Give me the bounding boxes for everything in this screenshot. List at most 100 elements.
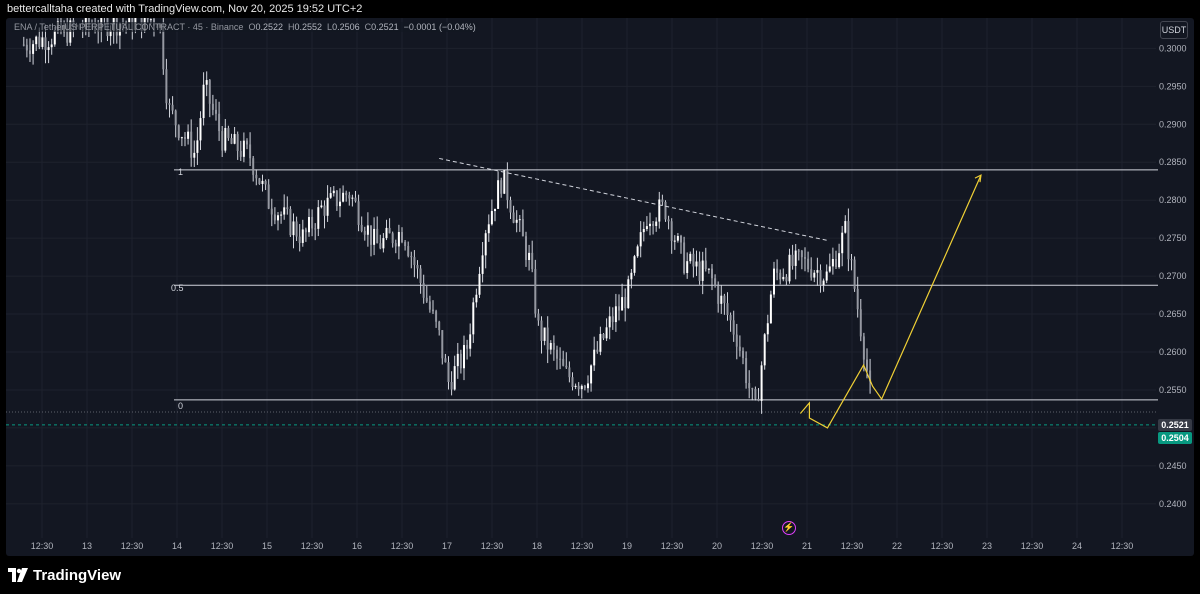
candle-body <box>828 266 831 272</box>
candle-body <box>865 359 868 371</box>
y-tick-label: 0.2950 <box>1159 81 1187 91</box>
candle-body <box>763 334 766 366</box>
candle-body <box>385 227 388 239</box>
y-tick-label: 0.2850 <box>1159 157 1187 167</box>
candle-body <box>772 268 775 295</box>
x-tick-label: 24 <box>1072 541 1082 551</box>
tradingview-logo[interactable]: TradingView <box>8 564 121 586</box>
candle-body <box>462 345 465 369</box>
candle-body <box>853 259 856 289</box>
y-tick-label: 0.2900 <box>1159 119 1187 129</box>
y-tick-label: 0.2750 <box>1159 233 1187 243</box>
candle-body <box>249 144 252 159</box>
candle-body <box>500 180 503 194</box>
candle-body <box>444 358 447 363</box>
chart-pane[interactable]: 0.3000 0.2950 0.2900 0.2850 0.2800 0.2750 0.27… <box>6 18 1194 556</box>
candle-body <box>856 288 859 310</box>
candle-body <box>239 150 242 157</box>
x-tick-label: 12:30 <box>751 541 774 551</box>
currency-button[interactable]: USDT <box>1160 21 1188 39</box>
candle-body <box>376 228 379 244</box>
candle-body <box>149 19 152 21</box>
candle-body <box>35 36 38 45</box>
candle-body <box>847 221 850 260</box>
candle-body <box>276 215 279 221</box>
candle-body <box>469 334 472 349</box>
candle-body <box>633 256 636 273</box>
open-value: 0.2522 <box>255 22 283 32</box>
fib-label-0-5: 0.5 <box>171 283 184 293</box>
candles <box>22 18 872 414</box>
candle-body <box>670 221 673 241</box>
candle-body <box>748 383 751 389</box>
candle-body <box>44 37 47 51</box>
fib-label-0: 0 <box>178 401 184 411</box>
candle-body <box>785 276 788 282</box>
candle-body <box>22 44 25 46</box>
candle-body <box>366 225 369 235</box>
candle-body <box>797 250 800 252</box>
candle-body <box>692 253 695 267</box>
candle-body <box>410 255 413 258</box>
candle-body <box>332 190 335 194</box>
candle-body <box>611 316 614 323</box>
candle-body <box>701 260 704 281</box>
candle-body <box>162 24 165 70</box>
candle-body <box>683 242 686 274</box>
fib-label-1: 1 <box>178 167 184 177</box>
candle-body <box>493 208 496 212</box>
candle-body <box>441 330 444 359</box>
candle-body <box>394 243 397 247</box>
price-chart[interactable]: 0.3000 0.2950 0.2900 0.2850 0.2800 0.2750 0.27… <box>6 18 1194 556</box>
candle-body <box>741 350 744 359</box>
candle-body <box>704 260 707 270</box>
fib-retracement[interactable] <box>6 169 1158 426</box>
candle-body <box>503 170 506 194</box>
x-tick-label: 14 <box>172 541 182 551</box>
candle-body <box>304 229 307 233</box>
candle-body <box>850 259 853 261</box>
candle-body <box>608 316 611 328</box>
candle-body <box>822 280 825 286</box>
candle-body <box>766 323 769 335</box>
x-tick-label: 22 <box>892 541 902 551</box>
candle-body <box>41 37 44 47</box>
candle-body <box>428 301 431 310</box>
candle-body <box>400 232 403 243</box>
y-tick-label: 0.2550 <box>1159 385 1187 395</box>
candle-body <box>38 36 41 47</box>
candle-body <box>838 253 841 268</box>
attribution-bar: bettercalltaha created with TradingView.… <box>0 0 1200 18</box>
candle-body <box>66 25 69 43</box>
candle-body <box>528 252 531 261</box>
candle-body <box>745 358 748 384</box>
projection-path <box>799 174 982 429</box>
candle-body <box>723 295 726 304</box>
candle-body <box>416 264 419 269</box>
drawings[interactable] <box>439 157 982 429</box>
flash-icon[interactable]: ⚡ <box>782 521 796 535</box>
symbol-name: ENA / TetherUS PERPETUAL CONTRACT · 45 ·… <box>14 22 244 32</box>
candle-body <box>314 228 317 230</box>
candle-body <box>270 208 273 215</box>
candle-body <box>438 321 441 331</box>
symbol-legend[interactable]: ENA / TetherUS PERPETUAL CONTRACT · 45 ·… <box>12 22 478 32</box>
candle-body <box>447 362 450 382</box>
candle-body <box>546 327 549 350</box>
candle-body <box>230 138 233 144</box>
candle-body <box>816 270 819 273</box>
candle-body <box>478 273 481 295</box>
close-key: C <box>364 22 372 32</box>
candle-body <box>710 268 713 279</box>
candle-body <box>621 297 624 311</box>
candle-body <box>676 236 679 241</box>
tradingview-logo-text: TradingView <box>33 566 122 584</box>
candle-body <box>214 109 217 114</box>
candle-body <box>583 385 586 389</box>
candle-body <box>834 258 837 268</box>
candle-body <box>571 377 574 388</box>
candle-body <box>435 311 438 322</box>
candle-body <box>456 353 459 367</box>
y-tick-label: 0.2600 <box>1159 347 1187 357</box>
candle-body <box>177 125 180 138</box>
